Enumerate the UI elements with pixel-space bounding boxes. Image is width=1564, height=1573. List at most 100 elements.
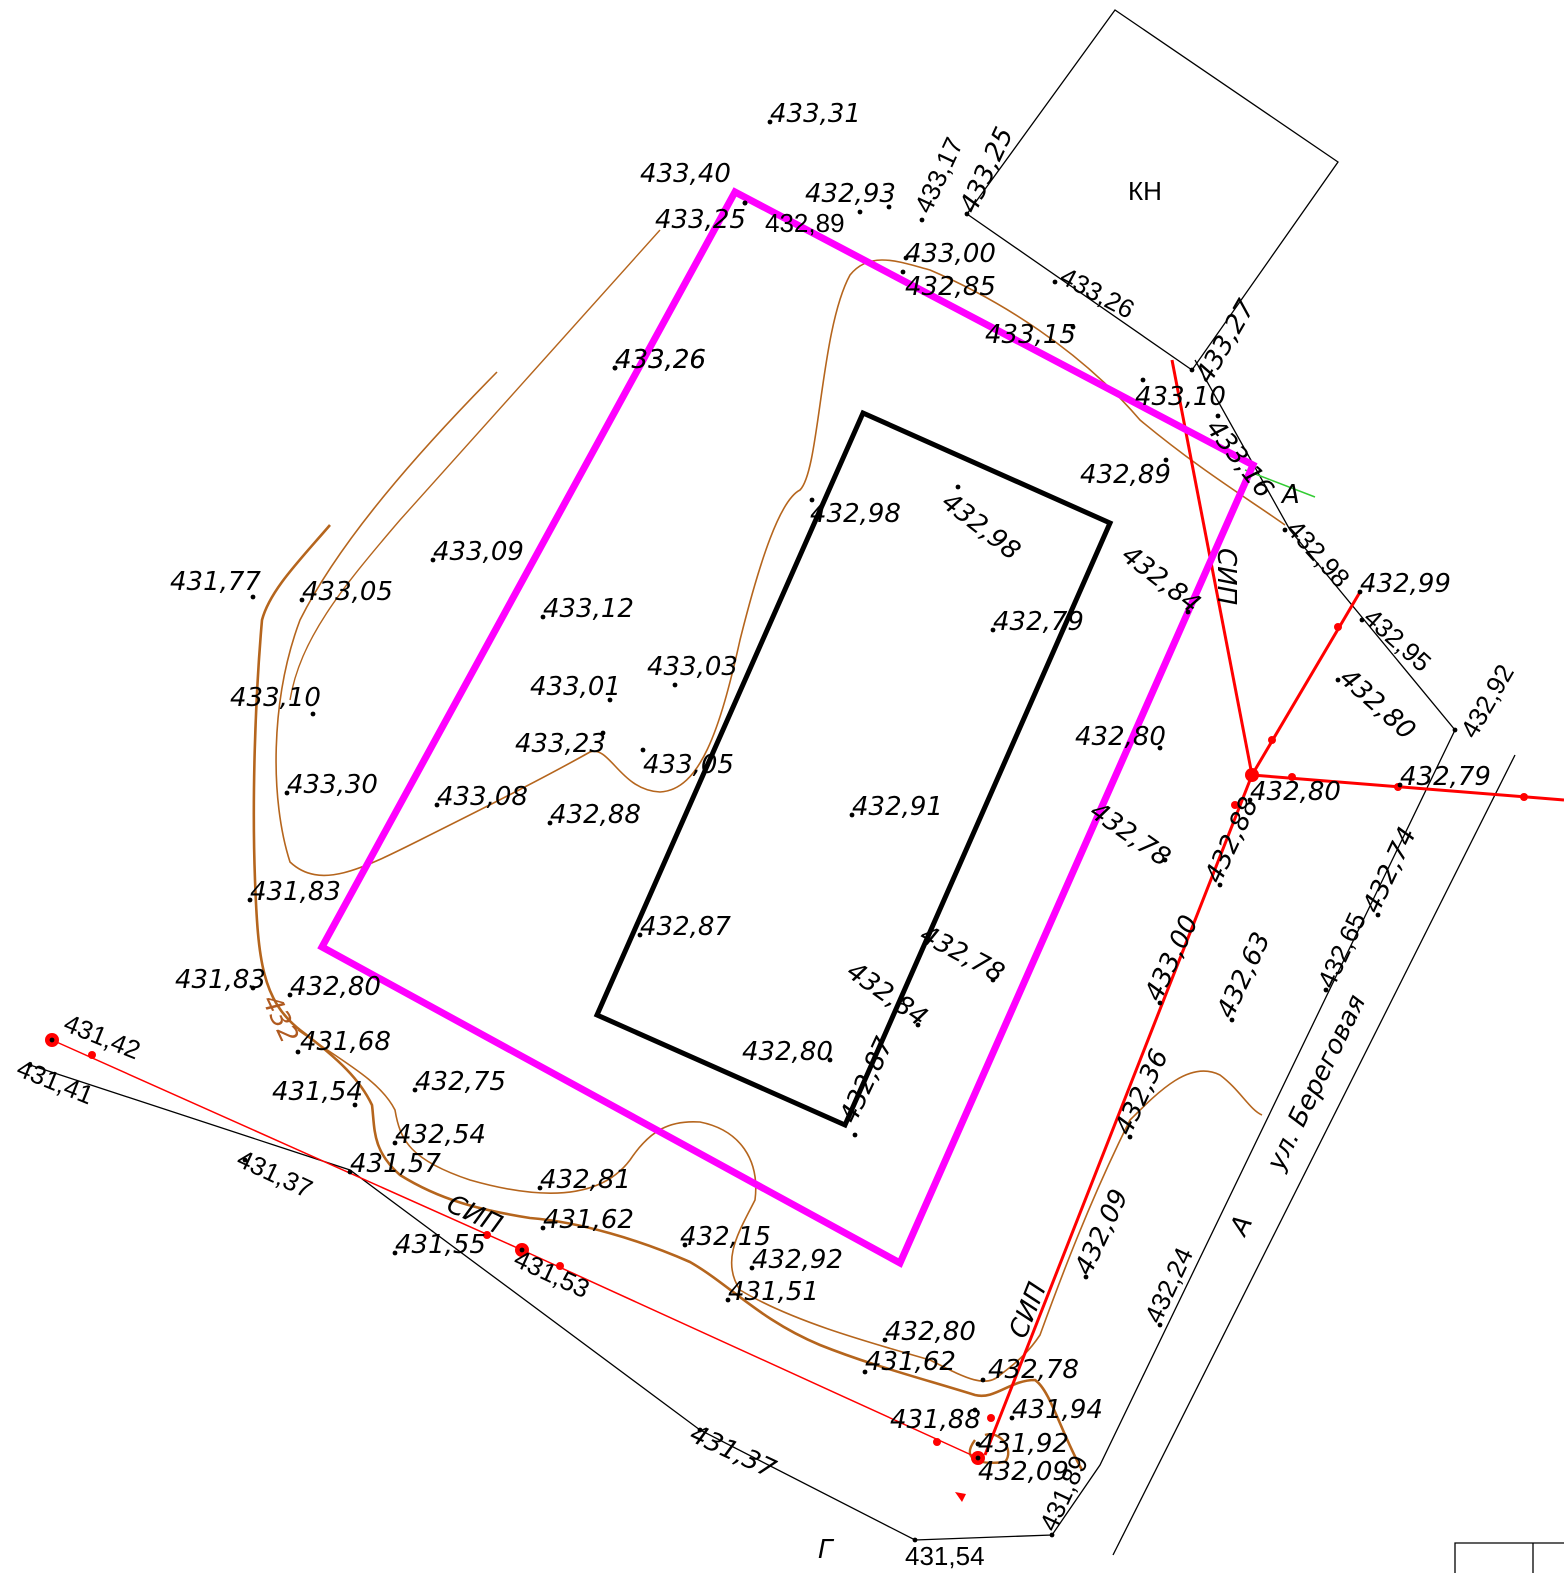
elevation-label: 432,80 [290, 972, 381, 1002]
elevation-label: 432,81 [540, 1165, 631, 1195]
elevation-label: 433,05 [643, 750, 734, 780]
elevation-label: 432,84 [841, 956, 933, 1033]
elevation-label: 432,54 [395, 1120, 486, 1150]
survey-point [852, 1132, 858, 1138]
elevation-label: 433,03 [647, 652, 738, 682]
elevation-label: 431,51 [728, 1277, 819, 1307]
survey-point [682, 1242, 688, 1248]
line-mark-9 [483, 1231, 491, 1239]
survey-point [882, 1337, 888, 1343]
survey-point [990, 977, 996, 983]
elevation-label: 431,94 [1012, 1395, 1103, 1425]
pole-1-icon [1245, 768, 1259, 782]
survey-point [1397, 782, 1403, 788]
survey-point [1185, 609, 1191, 615]
survey-point [857, 209, 863, 215]
elevation-label: 431,54 [905, 1541, 985, 1571]
survey-point [412, 1087, 418, 1093]
survey-point [1359, 617, 1365, 623]
survey-point [434, 802, 440, 808]
survey-point [1163, 457, 1169, 463]
line-mark-5 [1520, 793, 1528, 801]
power-line-sip-south [983, 774, 1254, 1456]
elevation-label: 433,15 [985, 320, 1076, 350]
survey-point [1217, 882, 1223, 888]
elevation-label: 433,12 [543, 594, 634, 624]
survey-point [990, 627, 996, 633]
line-mark-8 [88, 1051, 96, 1059]
survey-point [637, 932, 643, 938]
elevation-label: 431,68 [300, 1027, 391, 1057]
elevation-label: 433,10 [230, 683, 321, 713]
contour-line-3 [252, 524, 1084, 1471]
survey-point [975, 1441, 981, 1447]
survey-point [912, 1537, 918, 1543]
survey-point [827, 1057, 833, 1063]
survey-point [310, 711, 316, 717]
elevation-label: 433,30 [287, 770, 378, 800]
line-arrow-icon [955, 1492, 966, 1502]
elevation-label: 432,98 [1281, 514, 1357, 593]
line-mark-2 [1268, 736, 1276, 744]
survey-point [1127, 1134, 1133, 1140]
site-boundary [317, 187, 1258, 1268]
kn-parcel-outline [966, 9, 1339, 371]
contour-lines [252, 229, 1286, 1471]
survey-point [392, 1140, 398, 1146]
contour-line-2 [289, 229, 661, 701]
elevation-label: 432,85 [905, 272, 996, 302]
survey-point [1247, 797, 1253, 803]
elevation-label: 432,84 [1116, 540, 1206, 620]
contour-line-1 [275, 259, 1286, 877]
elevation-label: 432,87 [640, 912, 731, 942]
survey-point [600, 730, 606, 736]
survey-point [547, 820, 553, 826]
survey-point [519, 1247, 525, 1253]
elevation-label: 432,74 [1357, 823, 1423, 918]
survey-point [540, 614, 546, 620]
label-axis-g: Г [818, 1535, 835, 1565]
elevation-label: 432,89 [1080, 460, 1171, 490]
elevation-label: 432,09 [978, 1457, 1069, 1487]
elevation-label: 432,98 [936, 487, 1026, 567]
survey-points [27, 119, 1458, 1543]
survey-point [27, 1062, 33, 1068]
survey-point [886, 204, 892, 210]
survey-point [862, 1369, 868, 1375]
survey-point [1049, 1532, 1055, 1538]
elevation-label: 433,31 [770, 99, 861, 129]
survey-point [972, 1407, 978, 1413]
survey-point [1052, 279, 1058, 285]
survey-point [742, 200, 748, 206]
survey-point [352, 1102, 358, 1108]
power-line-markers [45, 623, 1528, 1502]
elevation-label: 433,01 [530, 672, 621, 702]
survey-point [49, 1037, 55, 1043]
elevation-label: 433,26 [615, 345, 706, 375]
survey-point [919, 217, 925, 223]
label-sip-3: СИП [1004, 1278, 1053, 1342]
survey-point [287, 992, 293, 998]
survey-point [975, 1455, 981, 1461]
elevation-label: 431,88 [890, 1405, 981, 1435]
survey-point [725, 1297, 731, 1303]
survey-point [640, 747, 646, 753]
elevation-label: 431,92 [978, 1429, 1069, 1459]
elevation-label: 431,41 [13, 1053, 98, 1111]
survey-point [299, 597, 305, 603]
survey-point [612, 365, 618, 371]
label-sip-1: СИП [1211, 548, 1241, 605]
survey-point [749, 1265, 755, 1271]
survey-point [250, 985, 256, 991]
elevation-label: 431,62 [865, 1347, 956, 1377]
elevation-label: 432,80 [1075, 722, 1166, 752]
elevation-label: 432,79 [993, 607, 1084, 637]
survey-point [980, 1377, 986, 1383]
elevation-label: 431,57 [350, 1149, 441, 1179]
elevation-label: 432,63 [1211, 928, 1277, 1023]
elevation-label: 433,40 [640, 159, 731, 189]
elevation-label: 431,55 [395, 1230, 486, 1260]
line-mark-10 [556, 1262, 564, 1270]
survey-point [430, 557, 436, 563]
